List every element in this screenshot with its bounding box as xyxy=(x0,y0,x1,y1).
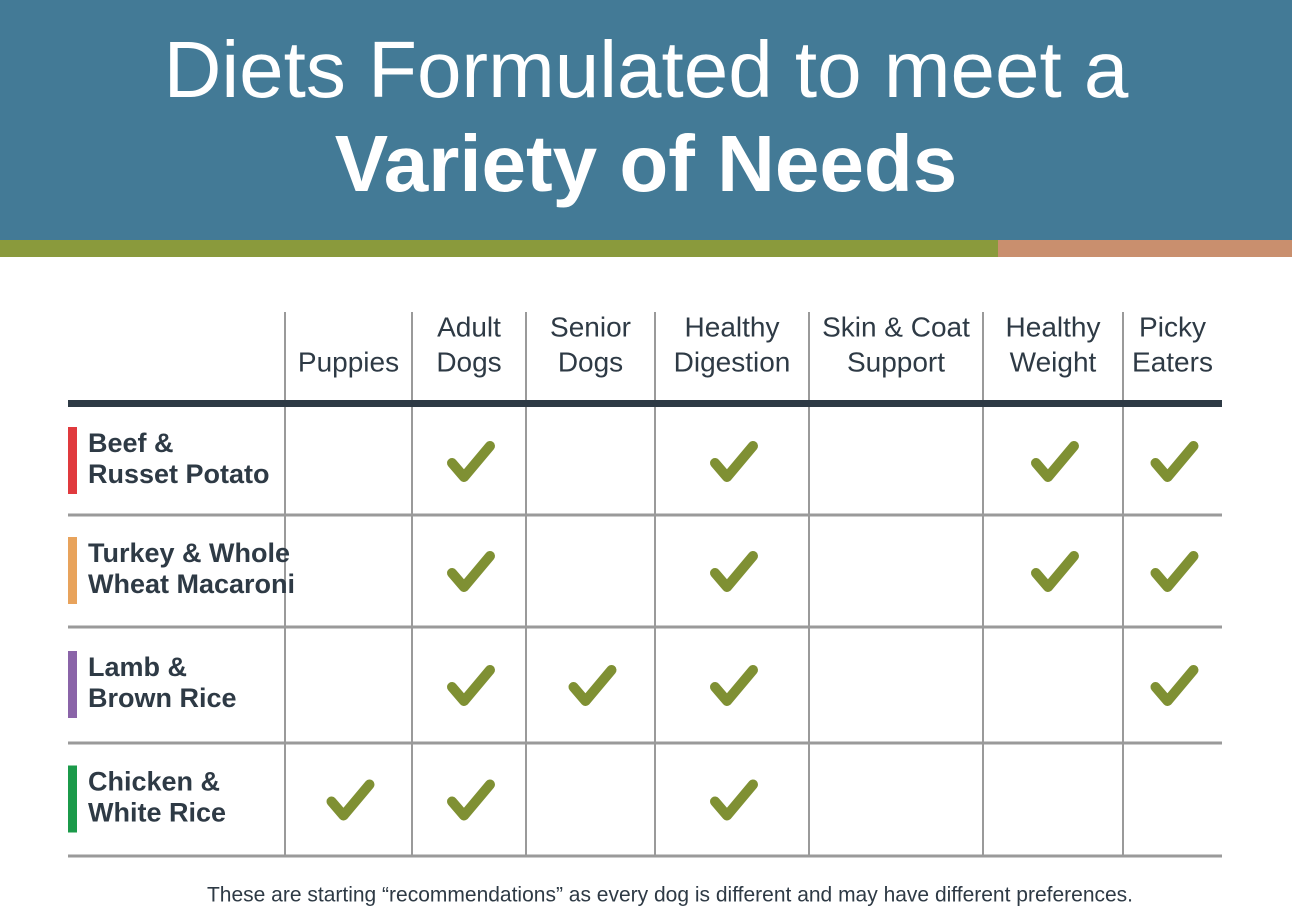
checkmark xyxy=(710,551,758,592)
row-name: Beef & xyxy=(88,428,174,458)
title-line: Diets Formulated to meet a xyxy=(164,25,1129,114)
column-header: Puppies xyxy=(298,346,399,377)
checkmark xyxy=(1031,441,1079,482)
checkmark xyxy=(710,779,758,821)
column-header: Healthy xyxy=(1006,311,1101,342)
checkmark xyxy=(1150,551,1199,592)
column-header: Support xyxy=(847,346,945,377)
header-band xyxy=(0,0,1292,240)
checkmark xyxy=(1150,665,1199,706)
checkmark xyxy=(447,551,495,592)
row-color-bar xyxy=(68,765,77,833)
row-color-bar xyxy=(68,537,77,604)
checkmark xyxy=(1031,551,1079,592)
column-header: Healthy xyxy=(685,311,780,342)
checkmark xyxy=(710,665,758,706)
header-rule xyxy=(68,400,1222,407)
row-name: Wheat Macaroni xyxy=(88,569,295,599)
column-header: Eaters xyxy=(1132,346,1213,377)
checkmark xyxy=(710,441,758,482)
row-name: Chicken & xyxy=(88,767,220,797)
accent-stripe xyxy=(0,240,998,257)
row-name: Brown Rice xyxy=(88,683,237,713)
column-header: Skin & Coat xyxy=(822,311,970,342)
checkmark xyxy=(447,441,495,482)
row-name: Turkey & Whole xyxy=(88,538,290,568)
checkmark xyxy=(1150,441,1199,482)
row-name: Lamb & xyxy=(88,652,187,682)
column-header: Dogs xyxy=(558,346,623,377)
row-color-bar xyxy=(68,651,77,718)
row-name: White Rice xyxy=(88,798,226,828)
accent-stripe xyxy=(998,240,1292,257)
column-header: Senior xyxy=(550,311,631,342)
checkmark xyxy=(326,779,375,821)
row-name: Russet Potato xyxy=(88,459,270,489)
row-color-bar xyxy=(68,427,77,494)
title-line: Variety of Needs xyxy=(335,119,958,208)
checkmark xyxy=(447,665,495,706)
footnote: These are starting “recommendations” as … xyxy=(207,884,1133,907)
checkmark xyxy=(568,665,617,706)
column-header: Adult xyxy=(437,311,501,342)
checkmark xyxy=(447,779,495,821)
column-header: Picky xyxy=(1139,311,1206,342)
column-header: Dogs xyxy=(436,346,501,377)
column-header: Weight xyxy=(1010,346,1097,377)
column-header: Digestion xyxy=(674,346,791,377)
